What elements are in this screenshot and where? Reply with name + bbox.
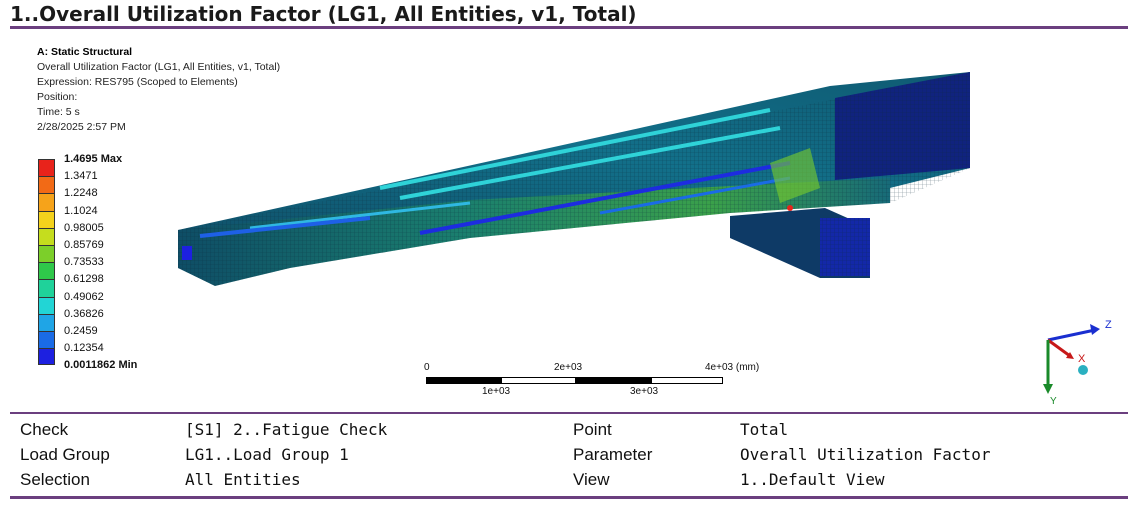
- legend-swatch: [38, 330, 55, 349]
- legend-label: 0.49062: [64, 290, 104, 303]
- table-key: View: [573, 470, 610, 489]
- legend-label: 0.73533: [64, 256, 104, 269]
- table-value: LG1..Load Group 1: [185, 445, 349, 464]
- table-value: Overall Utilization Factor: [740, 445, 991, 464]
- scale-tick-4000: 4e+03 (mm): [705, 362, 760, 373]
- legend-swatch: [38, 244, 55, 263]
- title-divider: [10, 26, 1128, 29]
- scale-tick-3000: 3e+03: [630, 386, 659, 397]
- legend-swatch: [38, 262, 55, 280]
- page-title: 1..Overall Utilization Factor (LG1, All …: [10, 2, 637, 26]
- legend-swatch: [38, 296, 55, 314]
- origin-ball-icon: [1078, 365, 1088, 375]
- legend-color-bar: [38, 159, 55, 366]
- table-key: Parameter: [573, 445, 653, 464]
- scale-tick-0: 0: [424, 362, 430, 373]
- table-value: [S1] 2..Fatigue Check: [185, 420, 388, 439]
- date-text: 2/28/2025 2:57 PM: [37, 121, 126, 133]
- legend-label: 0.61298: [64, 273, 104, 286]
- x-axis-label: X: [1078, 353, 1086, 365]
- legend-swatch: [38, 210, 55, 228]
- legend-swatch: [38, 313, 55, 331]
- table-value: All Entities: [185, 470, 301, 489]
- scale-segment-1: [426, 377, 501, 384]
- legend-swatch: [38, 279, 55, 297]
- table-value: 1..Default View: [740, 470, 885, 489]
- model-viewport[interactable]: [170, 68, 980, 293]
- scale-bar: 0 2e+03 4e+03 (mm) 1e+03 3e+03: [420, 360, 759, 400]
- scale-segment-2: [501, 377, 576, 384]
- legend-swatch: [38, 176, 55, 194]
- legend-label: 1.1024: [64, 204, 98, 217]
- scale-tick-1000: 1e+03: [482, 386, 511, 397]
- table-key: Selection: [20, 470, 90, 489]
- table-key: Load Group: [20, 445, 110, 464]
- expression-text: Expression: RES795 (Scoped to Elements): [37, 76, 238, 88]
- scale-segment-4: [651, 377, 723, 384]
- legend-swatch: [38, 159, 55, 177]
- scale-tick-2000: 2e+03: [554, 362, 583, 373]
- result-name: Overall Utilization Factor (LG1, All Ent…: [37, 61, 281, 73]
- legend-label: 1.4695 Max: [64, 153, 123, 165]
- scale-segment-3: [576, 377, 651, 384]
- analysis-system-label: A: Static Structural: [37, 46, 133, 58]
- beam-model: [178, 72, 970, 286]
- table-value: Total: [740, 420, 789, 439]
- table-top-divider: [10, 412, 1128, 414]
- result-info: A: Static Structural Overall Utilization…: [37, 45, 280, 135]
- table-key: Point: [573, 420, 612, 439]
- legend-label: 0.0011862 Min: [64, 359, 138, 372]
- y-axis-arrow: [1043, 340, 1053, 394]
- legend-swatch: [38, 227, 55, 245]
- time-text: Time: 5 s: [37, 106, 80, 118]
- table-key: Check: [20, 420, 69, 439]
- legend-label: 0.36826: [64, 307, 104, 320]
- z-axis-label: Z: [1105, 319, 1112, 331]
- table-bottom-divider: [10, 496, 1128, 499]
- legend-swatch: [38, 193, 55, 211]
- z-axis-arrow: [1047, 324, 1100, 342]
- legend-label: 1.2248: [64, 187, 98, 200]
- axis-triad[interactable]: Z X Y: [1030, 318, 1120, 406]
- legend-label: 0.12354: [64, 342, 104, 355]
- legend-label: 0.98005: [64, 221, 104, 234]
- position-text: Position:: [37, 91, 78, 103]
- legend-label: 0.2459: [64, 325, 98, 337]
- y-axis-label: Y: [1050, 396, 1057, 406]
- legend-label: 0.85769: [64, 239, 104, 251]
- x-axis-arrow: [1047, 338, 1074, 359]
- legend-swatch: [38, 348, 55, 366]
- legend-label: 1.3471: [64, 170, 98, 183]
